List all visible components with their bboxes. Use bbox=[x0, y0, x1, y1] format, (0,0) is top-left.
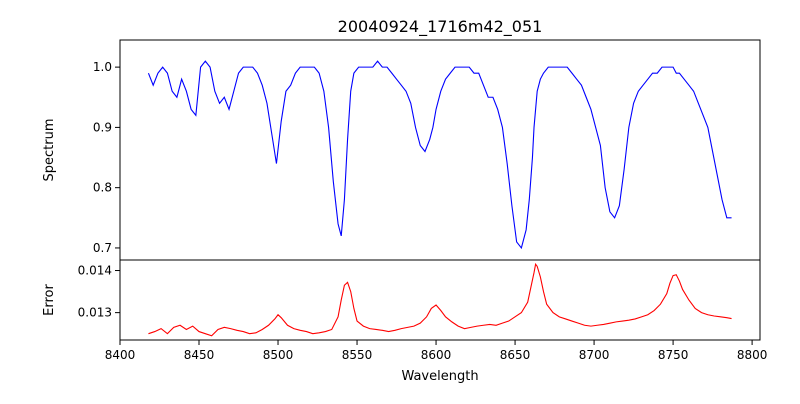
chart-title: 20040924_1716m42_051 bbox=[338, 17, 543, 37]
error-plot-frame bbox=[119, 259, 761, 341]
x-tick-label: 8550 bbox=[342, 348, 373, 362]
spectrum-y-axis-label: Spectrum bbox=[42, 119, 57, 182]
spectrum-y-tick-label: 0.9 bbox=[93, 120, 112, 134]
x-axis-label: Wavelength bbox=[401, 369, 478, 384]
spectrum-panel: 0.7 0.8 0.9 1.0 Spectrum bbox=[42, 39, 761, 261]
spectrum-series-line bbox=[147, 60, 732, 250]
x-tick-label: 8450 bbox=[184, 348, 215, 362]
error-series-line bbox=[148, 262, 732, 337]
x-tick-label: 8500 bbox=[263, 348, 294, 362]
x-tick-label: 8400 bbox=[105, 348, 136, 362]
error-y-ticks: 0.013 0.014 bbox=[78, 264, 120, 320]
error-y-tick-label: 0.013 bbox=[78, 306, 112, 320]
spectrum-y-tick-label: 0.8 bbox=[93, 181, 112, 195]
x-tick-label: 8600 bbox=[421, 348, 452, 362]
error-x-ticks: 8400 8450 8500 8550 8600 8650 8700 8750 8800 bbox=[105, 340, 768, 362]
spectrum-plot-frame bbox=[119, 39, 761, 261]
error-y-axis-label: Error bbox=[42, 284, 57, 316]
x-tick-label: 8650 bbox=[500, 348, 531, 362]
spectrum-y-tick-label: 1.0 bbox=[93, 60, 112, 74]
x-tick-label: 8700 bbox=[579, 348, 610, 362]
x-tick-label: 8800 bbox=[737, 348, 768, 362]
spectrum-y-tick-label: 0.7 bbox=[93, 241, 112, 255]
error-y-tick-label: 0.014 bbox=[78, 264, 112, 278]
x-tick-label: 8750 bbox=[658, 348, 689, 362]
spectrum-y-ticks: 0.7 0.8 0.9 1.0 bbox=[93, 60, 120, 255]
